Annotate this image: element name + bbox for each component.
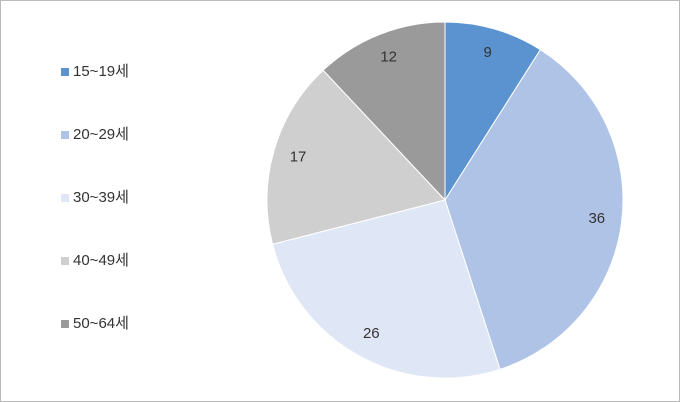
legend-swatch	[61, 68, 69, 76]
data-label: 9	[484, 44, 492, 61]
legend-label: 15~19세	[73, 63, 129, 80]
legend-label: 30~39세	[73, 189, 129, 206]
legend-label: 20~29세	[73, 126, 129, 143]
legend-label: 50~64세	[73, 315, 129, 332]
legend-swatch	[61, 257, 69, 265]
legend-swatch	[61, 320, 69, 328]
data-label: 36	[588, 210, 605, 227]
pie-slice	[271, 199, 501, 379]
data-label: 12	[380, 49, 397, 66]
legend-swatch	[61, 194, 69, 202]
data-label: 17	[290, 148, 307, 165]
pie-slice	[266, 69, 446, 245]
legend-swatch	[61, 131, 69, 139]
pie-slice	[444, 49, 624, 370]
data-label: 26	[363, 325, 380, 342]
pie-slice	[322, 21, 446, 202]
legend-label: 40~49세	[73, 252, 129, 269]
pie-slice	[444, 21, 542, 202]
